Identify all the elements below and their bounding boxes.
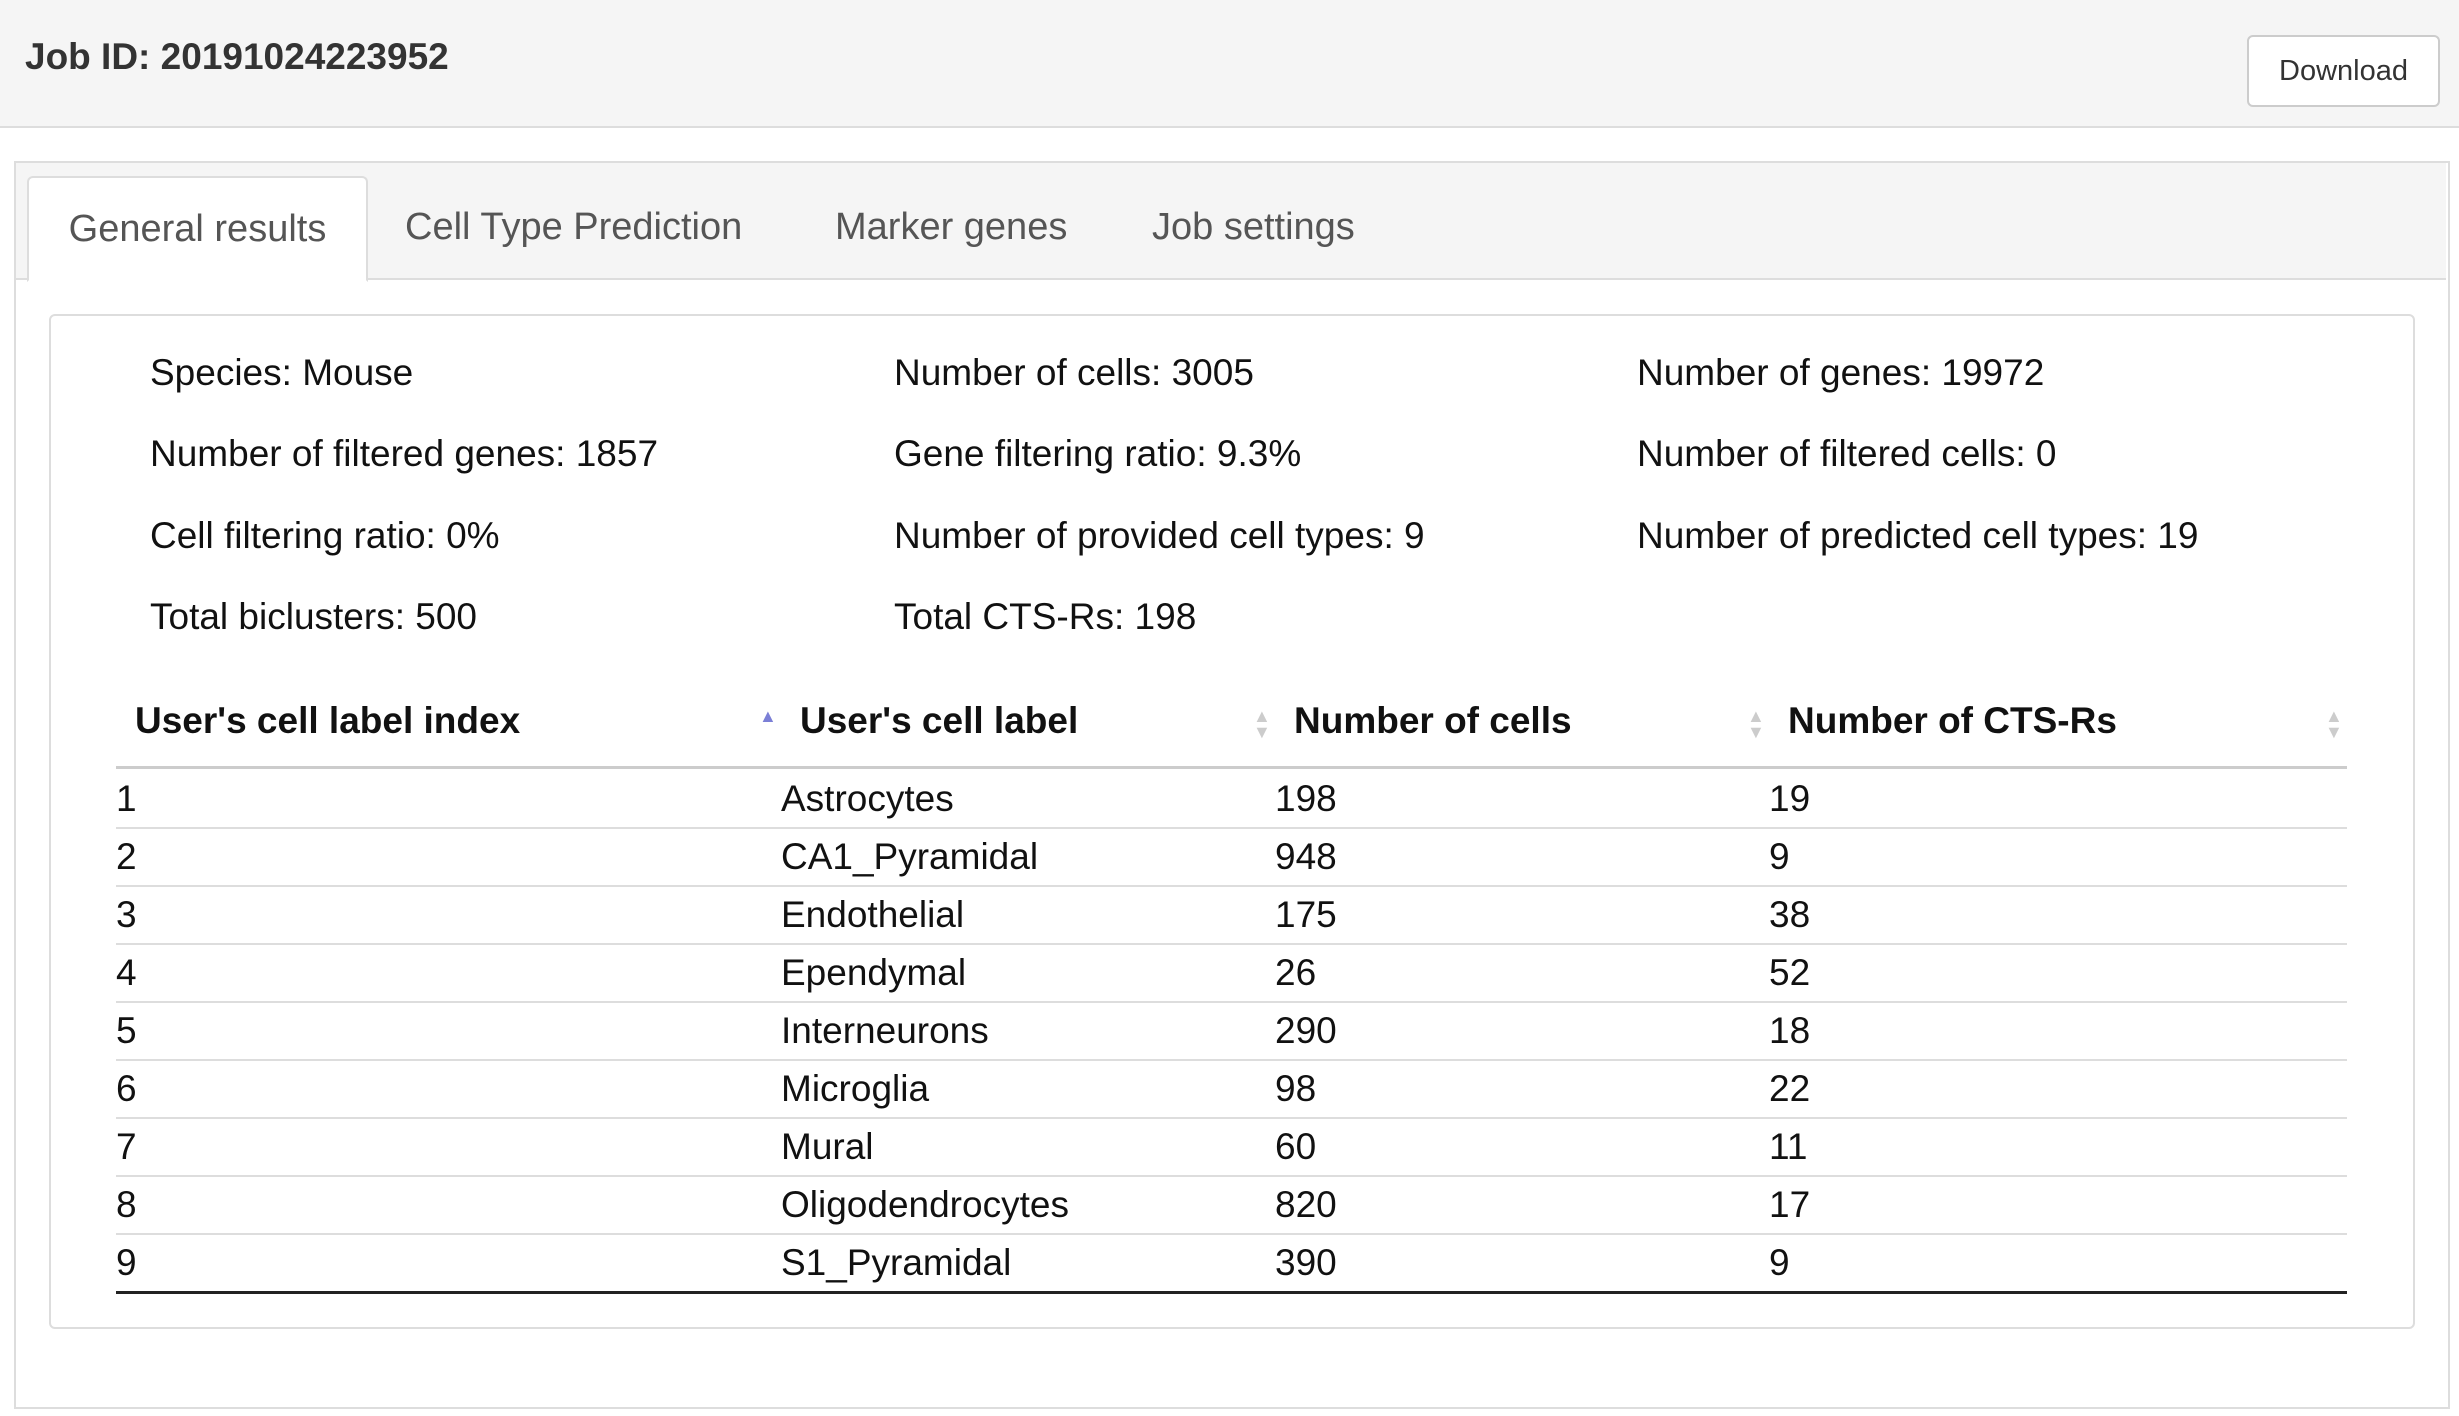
table-cell: 22 [1769, 1068, 1811, 1109]
tab[interactable]: Marker genes [835, 206, 1068, 248]
row-rule [116, 1001, 2347, 1003]
row-rule [116, 1117, 2347, 1119]
table-cell: 9 [116, 1242, 137, 1283]
table-cell: Endothelial [781, 894, 965, 935]
table-cell: 2 [116, 836, 137, 877]
header-bar [0, 0, 2459, 128]
summary-item: Number of genes: 19972 [1637, 352, 2045, 393]
table-cell: 26 [1275, 952, 1317, 993]
table-cell: Mural [781, 1126, 874, 1167]
row-rule [116, 1291, 2347, 1294]
table-cell: 9 [1769, 836, 1790, 877]
table-cell: Interneurons [781, 1010, 989, 1051]
table-cell: 19 [1769, 778, 1811, 819]
row-rule [116, 943, 2347, 945]
table-cell: 3 [116, 894, 137, 935]
table-cell: Oligodendrocytes [781, 1184, 1069, 1225]
summary-item: Number of provided cell types: 9 [894, 515, 1425, 556]
table-cell: Ependymal [781, 952, 967, 993]
table-cell: 290 [1275, 1010, 1337, 1051]
row-rule [116, 1059, 2347, 1061]
table-cell: 6 [116, 1068, 137, 1109]
sort-icon: ▲ [759, 706, 777, 726]
download-button[interactable]: Download [2247, 35, 2440, 107]
table-cell: 60 [1275, 1126, 1317, 1167]
summary-item: Number of cells: 3005 [894, 352, 1254, 393]
table-cell: 390 [1275, 1242, 1337, 1283]
row-rule [116, 885, 2347, 887]
summary-item: Total biclusters: 500 [150, 596, 478, 637]
summary-item: Number of filtered genes: 1857 [150, 433, 659, 474]
column-header[interactable]: User's cell label [800, 700, 1079, 741]
table-cell: 7 [116, 1126, 137, 1167]
summary-item: Total CTS-Rs: 198 [894, 596, 1197, 637]
table-cell: 5 [116, 1010, 137, 1051]
row-rule [116, 1175, 2347, 1177]
summary-item: Gene filtering ratio: 9.3% [894, 433, 1302, 474]
sort-icon: ▲ ▼ [1747, 706, 1765, 742]
column-header[interactable]: Number of CTS-Rs [1788, 700, 2117, 741]
table-cell: Microglia [781, 1068, 930, 1109]
tab[interactable]: General results [27, 176, 368, 282]
table-cell: 8 [116, 1184, 137, 1225]
header-rule [116, 766, 2347, 769]
panel [14, 161, 2450, 1409]
table-cell: CA1_Pyramidal [781, 836, 1039, 877]
table-cell: 948 [1275, 836, 1337, 877]
row-rule [116, 1233, 2347, 1235]
summary-item: Number of filtered cells: 0 [1637, 433, 2057, 474]
sort-icon: ▲ ▼ [2325, 706, 2343, 742]
table-cell: 52 [1769, 952, 1811, 993]
summary-item: Species: Mouse [150, 352, 414, 393]
table-cell: 18 [1769, 1010, 1811, 1051]
table-cell: 11 [1769, 1126, 1808, 1167]
summary-item: Cell filtering ratio: 0% [150, 515, 500, 556]
tab[interactable]: Job settings [1152, 206, 1355, 248]
table-cell: S1_Pyramidal [781, 1242, 1012, 1283]
table-cell: 4 [116, 952, 137, 993]
column-header[interactable]: User's cell label index [135, 700, 521, 741]
table-cell: 175 [1275, 894, 1337, 935]
summary-item: Number of predicted cell types: 19 [1637, 515, 2199, 556]
table-cell: 9 [1769, 1242, 1790, 1283]
table-cell: Astrocytes [781, 778, 954, 819]
table-cell: 1 [116, 778, 137, 819]
table-cell: 17 [1769, 1184, 1811, 1225]
job-id: Job ID: 20191024223952 [25, 36, 449, 77]
tab[interactable]: Cell Type Prediction [405, 206, 743, 248]
column-header[interactable]: Number of cells [1294, 700, 1572, 741]
table-cell: 820 [1275, 1184, 1337, 1225]
results-box [49, 314, 2415, 1329]
sort-icon: ▲ ▼ [1253, 706, 1271, 742]
table-cell: 38 [1769, 894, 1811, 935]
tab-bar [16, 163, 2446, 280]
table-cell: 98 [1275, 1068, 1317, 1109]
table-cell: 198 [1275, 778, 1337, 819]
row-rule [116, 827, 2347, 829]
